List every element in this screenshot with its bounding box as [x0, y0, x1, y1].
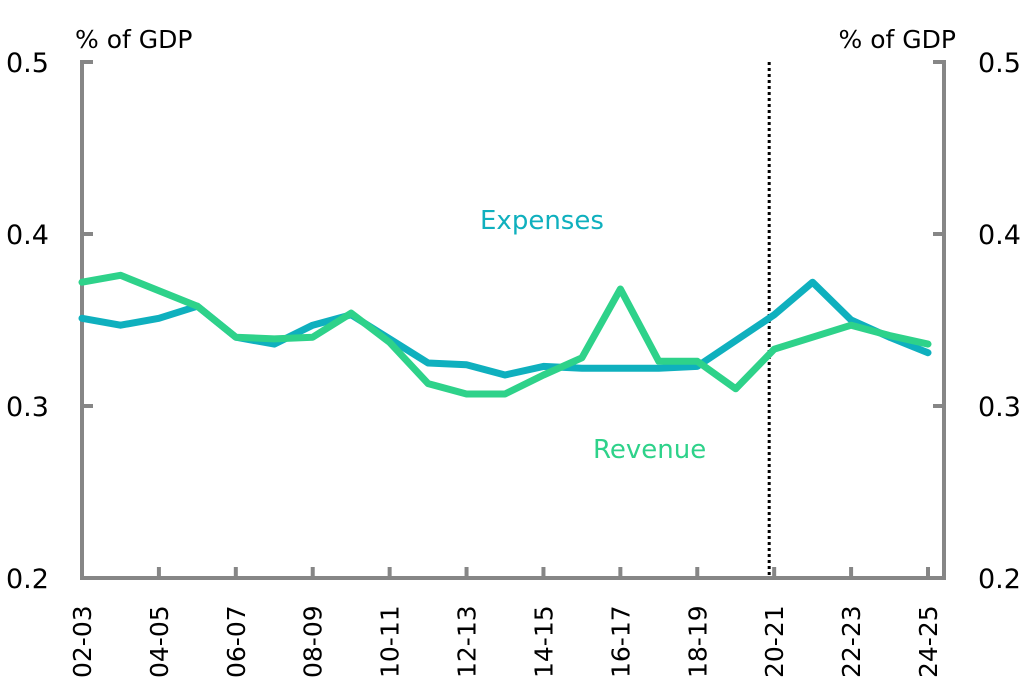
- x-tick-label: 14-15: [529, 605, 558, 678]
- y-tick-label-right: 0.2: [978, 564, 1021, 595]
- y-tick-label-left: 0.3: [6, 392, 49, 423]
- y-tick-label-right: 0.3: [978, 392, 1021, 423]
- x-tick-label: 24-25: [914, 605, 943, 678]
- x-tick-label: 16-17: [606, 605, 635, 678]
- series-line-revenue: [78, 271, 932, 398]
- y-tick-label-left: 0.4: [6, 220, 49, 251]
- x-tick-label: 18-19: [683, 605, 712, 678]
- x-tick-label: 10-11: [376, 605, 405, 678]
- x-tick-label: 12-13: [453, 605, 482, 678]
- y-tick-label-left: 0.5: [6, 48, 49, 79]
- revenue-label: Revenue: [593, 435, 706, 465]
- x-tick-label: 04-05: [145, 605, 174, 678]
- x-tick-label: 22-23: [837, 605, 866, 678]
- y-axis-unit-right: % of GDP: [839, 25, 956, 54]
- x-tick-label: 02-03: [68, 605, 97, 678]
- x-tick-label: 20-21: [760, 605, 789, 678]
- y-tick-labels: 0.2 0.2 0.3 0.3 0.4 0.4 0.5 0.5: [6, 48, 1021, 595]
- y-tick-label-left: 0.2: [6, 564, 49, 595]
- x-tick-label: 06-07: [222, 605, 251, 678]
- x-tick-labels: 02-03 04-05 06-07 08-09 10-11 12-13 14-15 16-17…: [68, 605, 943, 678]
- axes: [80, 60, 946, 580]
- expenses-label: Expenses: [480, 206, 604, 236]
- y-tick-label-right: 0.4: [978, 220, 1021, 251]
- series-line-expenses: [78, 278, 932, 379]
- x-tick-label: 08-09: [299, 605, 328, 678]
- y-tick-label-right: 0.5: [978, 48, 1021, 79]
- y-axis-unit-left: % of GDP: [75, 25, 192, 54]
- series-lines: [78, 271, 932, 398]
